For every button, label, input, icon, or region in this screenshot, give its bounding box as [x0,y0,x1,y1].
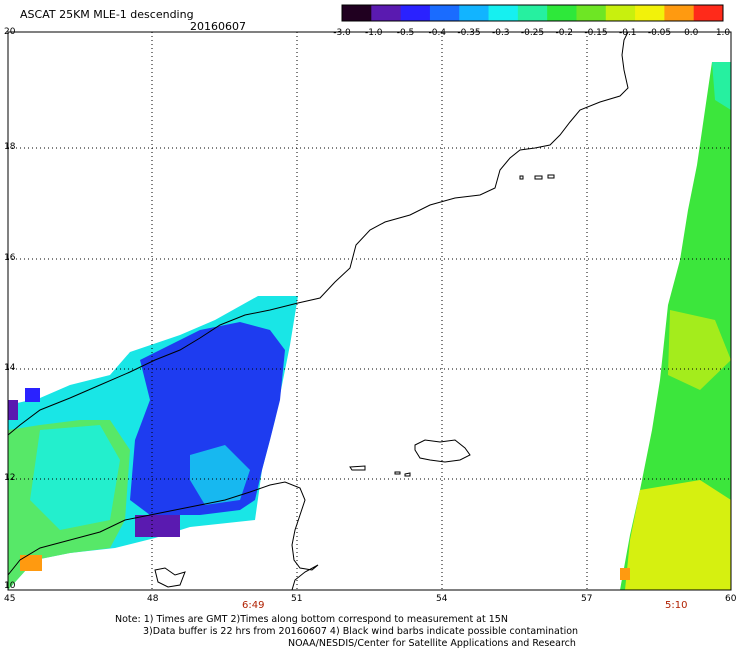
lat-label-14: 14 [4,363,16,373]
colorbar-swatch [605,5,636,21]
note-line-2: 3)Data buffer is 22 hrs from 20160607 4)… [143,626,579,637]
lon-label-54: 54 [436,594,448,604]
lat-label-16: 16 [4,253,16,263]
lat-label-20: 20 [4,27,16,37]
lat-label-12: 12 [4,473,16,483]
colorbar-swatch [429,5,460,21]
map-title: ASCAT 25KM MLE-1 descending [20,8,194,21]
colorbar-frame [341,4,724,22]
colorbar-swatch [488,5,519,21]
colorbar-swatch [547,5,577,21]
colorbar-tick-label: -3.0 [333,28,351,38]
colorbar-tick-label: 0.0 [684,28,699,38]
time-label-west: 6:49 [242,600,265,611]
colorbar-tick-label: -0.15 [584,28,608,38]
colorbar-tick-label: -0.5 [396,28,415,38]
colorbar-tick-label: -0.25 [520,28,545,38]
colorbar-swatch [664,5,695,21]
lon-label-60: 60 [725,594,737,604]
lon-label-51: 51 [291,594,303,604]
colorbar-swatch [400,5,431,21]
note-line-3: NOAA/NESDIS/Center for Satellite Applica… [288,638,576,649]
colorbar-tick-label: -0.2 [555,28,574,38]
grid-lines [8,32,731,590]
colorbar-swatch [371,5,402,21]
map-date: 20160607 [190,20,246,33]
time-label-east: 5:10 [665,600,688,611]
note-line-1: Note: 1) Times are GMT 2)Times along bot… [115,614,508,625]
lon-label-48: 48 [147,594,159,604]
data-swaths [8,62,731,590]
colorbar-tick-label: 1.0 [715,28,731,38]
colorbar-swatch [635,5,665,21]
lon-label-57: 57 [581,594,593,604]
east-swath-yellow-mid [668,310,731,390]
plot-frame [7,31,732,591]
lat-label-18: 18 [4,142,16,152]
west-swath-lightblue [190,445,250,505]
west-swath-cyan-core [30,425,120,530]
colorbar-swatch [693,5,724,21]
colorbar-tick-label: -0.3 [491,28,510,38]
colorbar [341,4,724,22]
east-swath-yellow [625,480,731,590]
coastline [7,31,629,591]
colorbar-tick-label: -0.05 [647,28,672,38]
lat-label-10: 10 [4,581,16,591]
east-swath-cyan-top [712,62,731,110]
colorbar-tick-label: -1.0 [364,28,383,38]
colorbar-swatch [342,5,372,21]
lon-label-45: 45 [4,594,16,604]
colorbar-swatch [576,5,607,21]
colorbar-swatch [459,5,490,21]
colorbar-tick-label: -0.1 [618,28,637,38]
colorbar-swatch [517,5,548,21]
colorbar-tick-label: -0.4 [428,28,447,38]
colorbar-tick-label: -0.35 [457,28,481,38]
